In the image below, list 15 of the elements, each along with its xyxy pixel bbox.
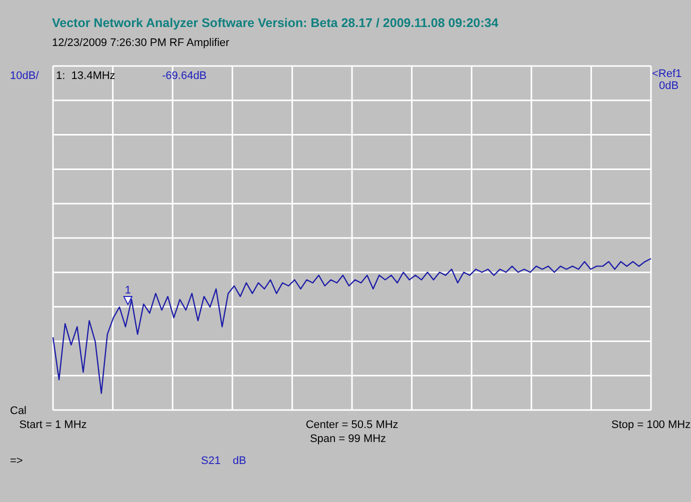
text: => — [10, 455, 23, 467]
text: 0dB — [659, 80, 679, 92]
text: Span = 99 MHz — [310, 433, 386, 445]
annotation: 1 — [124, 284, 131, 297]
x-tick-label: Start = 1 MHz — [19, 419, 87, 431]
text: S21 dB — [201, 455, 246, 467]
text: 10dB/ — [10, 70, 40, 82]
text: Cal — [10, 405, 27, 417]
text: <Ref1 — [652, 68, 682, 80]
text: -69.64dB — [162, 70, 207, 82]
chart-title: Vector Network Analyzer Software Version: Beta 28.17 / 2009.11.08 09:20:34 — [52, 16, 498, 30]
x-tick-label: Center = 50.5 MHz — [306, 419, 398, 431]
x-tick-label: Stop = 100 MHz — [611, 419, 691, 431]
text: 1: 13.4MHz — [56, 70, 116, 82]
chart-subtitle: 12/23/2009 7:26:30 PM RF Amplifier — [52, 37, 230, 49]
